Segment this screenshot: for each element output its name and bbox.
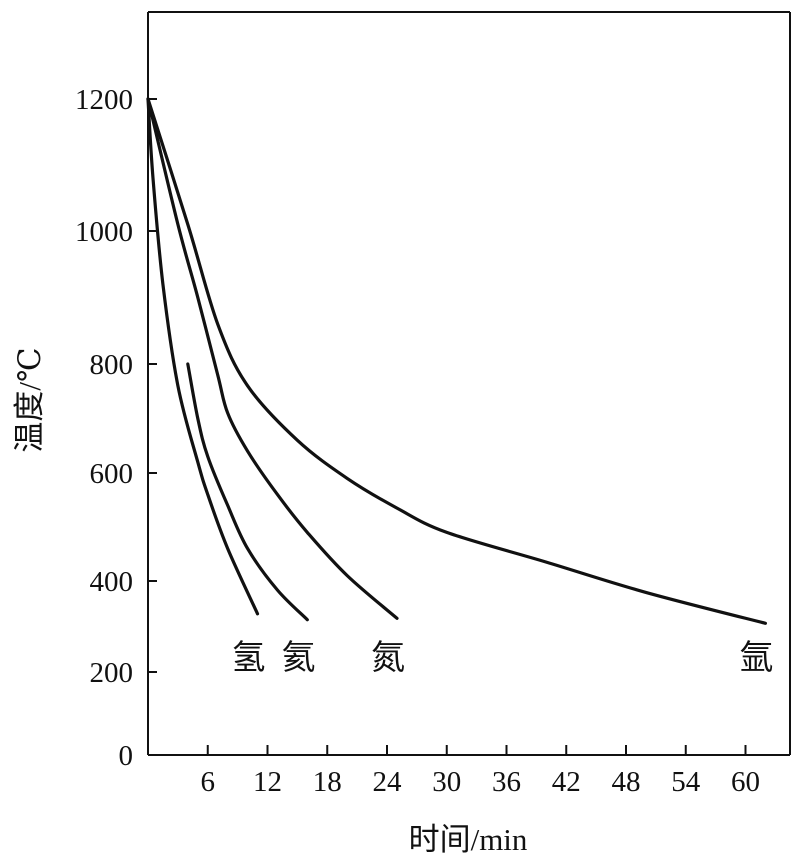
series-label-4: 氩 [739,639,773,677]
y-tick-label: 800 [90,349,134,381]
x-tick-label: 48 [612,766,641,798]
y-tick-label: 1200 [75,84,133,116]
x-tick-label: 54 [671,766,701,798]
x-tick-label: 24 [373,766,403,798]
y-tick-label: 600 [90,458,134,490]
y-axis-label: 温度/℃ [12,347,47,452]
y-axis-ticks: 0 200 400 600 800 1000 1200 [75,84,157,772]
series-lines [146,97,767,625]
x-tick-label: 6 [201,766,216,798]
series-labels: 氢氦 氮 氩 [232,639,774,677]
x-axis-label: 时间/min [409,822,528,857]
x-tick-label: 60 [731,766,760,798]
y-tick-label: 200 [90,657,134,689]
plot-frame [147,11,791,756]
series-label-1: 氢 [232,639,266,677]
series-line-2 [186,362,309,622]
series-label-3: 氮 [371,639,405,677]
x-tick-label: 30 [432,766,461,798]
series-line-4 [146,97,767,625]
y-tick-label: 1000 [75,216,133,248]
x-tick-label: 42 [552,766,581,798]
series-line-1 [146,97,260,616]
y-tick-label: 400 [90,566,134,598]
series-line-3 [146,97,399,620]
series-label-2: 氦 [281,639,315,677]
y-tick-label: 0 [119,740,134,772]
x-tick-label: 18 [313,766,342,798]
x-tick-label: 12 [253,766,282,798]
x-axis-ticks: 6 12 18 24 30 36 42 48 54 60 [201,745,760,798]
x-tick-label: 36 [492,766,521,798]
